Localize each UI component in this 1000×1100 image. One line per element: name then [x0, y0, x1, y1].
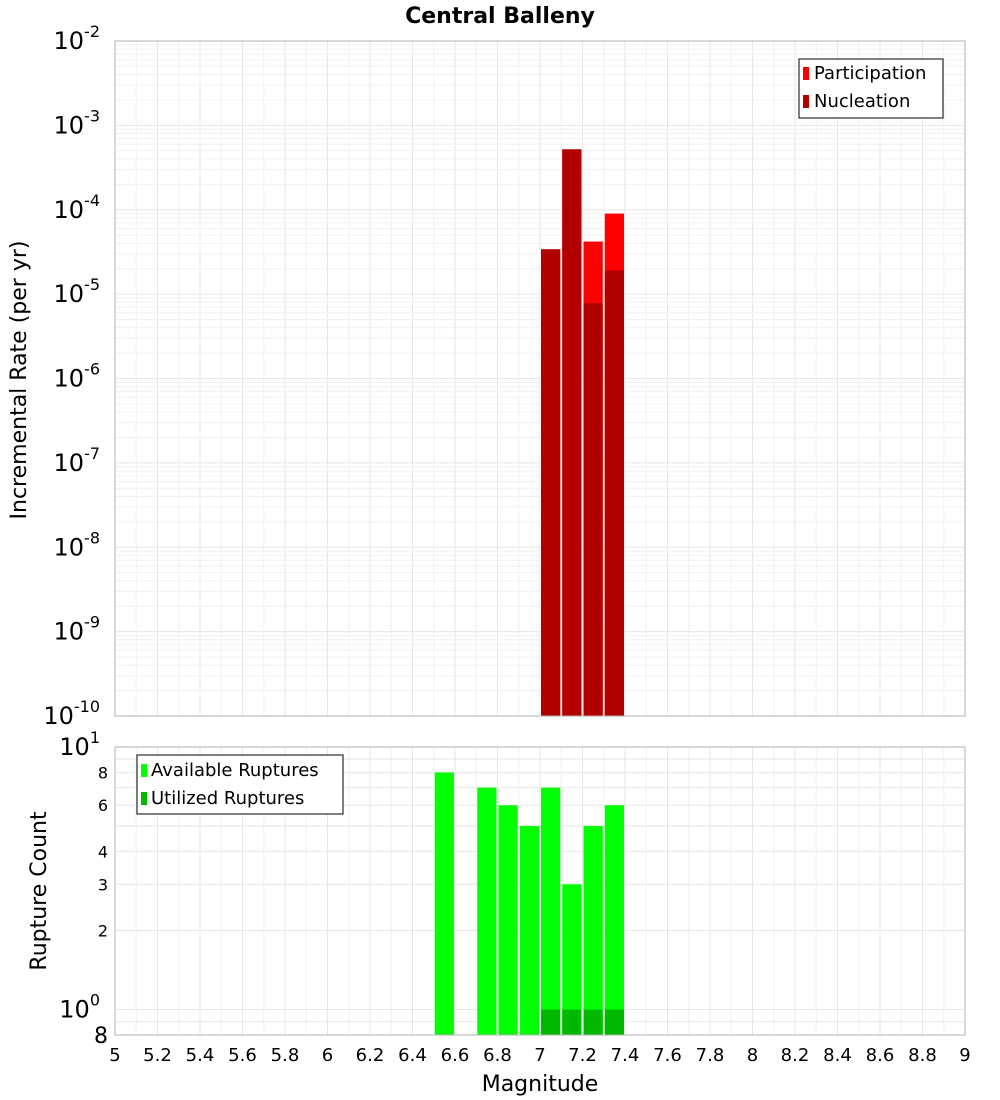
- bottom-y-minor-tick-label: 4: [98, 842, 108, 861]
- bottom-y-minor-tick-label: 6: [98, 796, 108, 815]
- available-ruptures-bar: [562, 884, 582, 1035]
- nucleation-bar: [541, 249, 561, 716]
- x-tick-label: 5.6: [228, 1045, 257, 1066]
- available-ruptures-bar: [604, 805, 624, 1035]
- available-ruptures-bar: [498, 805, 518, 1035]
- available-ruptures-bar: [583, 826, 603, 1035]
- bottom-y-tick-label: 100: [59, 991, 100, 1024]
- x-tick-label: 6.4: [398, 1045, 427, 1066]
- utilized-ruptures-bar: [541, 1009, 561, 1035]
- x-tick-label: 9: [959, 1045, 970, 1066]
- bottom-y-axis-title: Rupture Count: [27, 811, 52, 971]
- x-tick-label: 7.8: [696, 1045, 725, 1066]
- chart-title: Central Balleny: [405, 4, 595, 29]
- top-y-tick-label: 10-8: [54, 528, 101, 561]
- utilized-ruptures-bar: [562, 1009, 582, 1035]
- bottom-y-minor-tick-label: 8: [98, 763, 108, 782]
- x-tick-label: 8.6: [866, 1045, 895, 1066]
- top-plot-bars: [541, 149, 624, 717]
- available-ruptures-bar: [434, 772, 454, 1035]
- bottom-y-minor-tick-label: 3: [98, 875, 108, 894]
- top-y-tick-labels: 10-2 10-3 10-4 10-5 10-6 10-7 10-8 10-9 10-10: [43, 22, 100, 730]
- top-y-tick-label: 10-3: [54, 106, 101, 139]
- x-tick-label: 5.8: [271, 1045, 300, 1066]
- available-ruptures-bar: [541, 787, 561, 1035]
- bottom-plot-bars: [434, 772, 624, 1035]
- x-tick-label: 6.8: [483, 1045, 512, 1066]
- x-tick-label: 6.6: [441, 1045, 470, 1066]
- x-tick-label: 7: [534, 1045, 545, 1066]
- top-plot-frame: [114, 40, 966, 717]
- x-axis-title: Magnitude: [482, 1072, 599, 1097]
- nucleation-bar: [604, 270, 624, 716]
- bottom-y-tick-label: 8: [94, 1024, 108, 1049]
- top-y-tick-label: 10-2: [54, 22, 101, 55]
- top-legend-box: [798, 58, 944, 119]
- available-ruptures-bar: [477, 787, 497, 1035]
- nucleation-bar: [562, 149, 582, 716]
- legend-label-utilized: Utilized Ruptures: [151, 788, 304, 809]
- bottom-plot-frame: [114, 746, 966, 1036]
- top-plot-grid: [114, 41, 966, 717]
- legend-swatch-utilized: [141, 792, 147, 805]
- x-tick-label: 7.4: [611, 1045, 640, 1066]
- x-tick-label: 7.6: [653, 1045, 682, 1066]
- x-tick-label: 5: [109, 1045, 120, 1066]
- top-y-tick-label: 10-5: [54, 275, 101, 308]
- top-y-tick-label: 10-10: [43, 697, 100, 730]
- legend-label-nucleation: Nucleation: [814, 91, 910, 112]
- utilized-ruptures-bar: [583, 1009, 603, 1035]
- legend-swatch-participation: [803, 67, 809, 80]
- top-y-tick-label: 10-4: [54, 191, 101, 224]
- available-ruptures-bar: [519, 826, 539, 1035]
- x-tick-label: 7.2: [568, 1045, 597, 1066]
- x-tick-label: 6.2: [356, 1045, 385, 1066]
- nucleation-bar: [583, 303, 603, 716]
- legend-swatch-available: [141, 764, 147, 777]
- bottom-y-tick-label: 101: [59, 728, 100, 761]
- legend-label-available: Available Ruptures: [151, 760, 319, 781]
- x-tick-labels: 5 5.2 5.4 5.6 5.8 6 6.2 6.4 6.6 6.8 7 7.2 7.4 7.6 7.8 8…: [109, 1045, 970, 1066]
- x-tick-label: 8.2: [781, 1045, 810, 1066]
- legend-label-participation: Participation: [814, 63, 926, 84]
- x-tick-label: 5.2: [143, 1045, 172, 1066]
- top-y-tick-label: 10-7: [54, 444, 101, 477]
- x-tick-label: 8.4: [823, 1045, 852, 1066]
- top-y-axis-title: Incremental Rate (per yr): [7, 241, 32, 520]
- legend-swatch-nucleation: [803, 95, 809, 108]
- top-y-tick-label: 10-9: [54, 613, 101, 646]
- bottom-legend-box: [136, 754, 344, 815]
- bottom-y-minor-tick-label: 2: [98, 922, 108, 941]
- x-tick-label: 8: [747, 1045, 758, 1066]
- x-tick-label: 6: [322, 1045, 333, 1066]
- bottom-legend: Available Ruptures Utilized Ruptures: [136, 754, 344, 815]
- x-tick-label: 5.4: [186, 1045, 215, 1066]
- top-y-tick-label: 10-6: [54, 360, 101, 393]
- top-legend: Participation Nucleation: [798, 58, 944, 119]
- utilized-ruptures-bar: [604, 1009, 624, 1035]
- x-tick-label: 8.8: [908, 1045, 937, 1066]
